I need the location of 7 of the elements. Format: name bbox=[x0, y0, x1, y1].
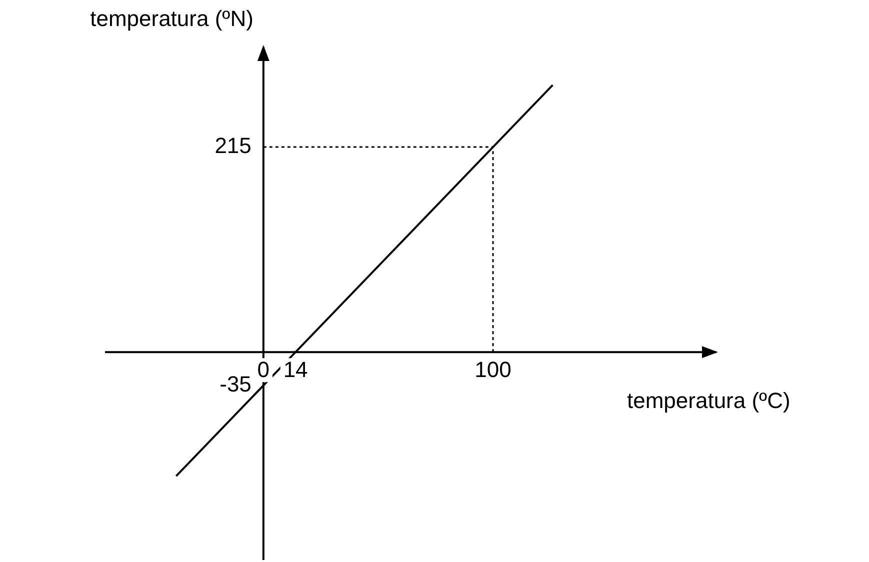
y-tick-label: -35 bbox=[220, 372, 252, 397]
x-tick-label: 0 bbox=[257, 357, 270, 382]
y-axis-title: temperatura (ºN) bbox=[90, 6, 254, 32]
y-tick-label: 215 bbox=[214, 133, 252, 158]
x-tick-label: 14 bbox=[283, 357, 308, 382]
x-tick-label: 100 bbox=[474, 357, 512, 382]
x-axis-title: temperatura (ºC) bbox=[627, 388, 790, 414]
